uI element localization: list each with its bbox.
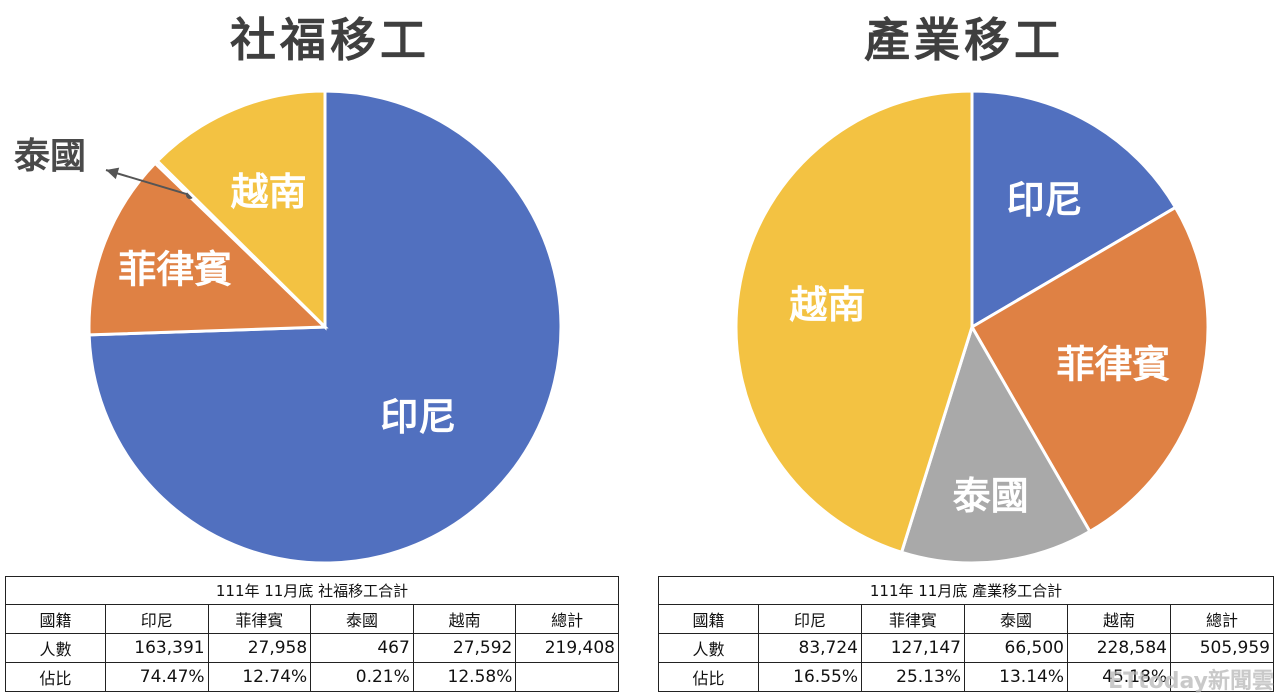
table-cell: 27,958	[207, 633, 312, 663]
header-cell: 印尼	[758, 604, 862, 634]
table-caption: 111年 11月底 社福移工合計	[5, 576, 619, 605]
chart-title-social-welfare: 社福移工	[230, 13, 430, 67]
table-row-share: 佔比 16.55% 25.13% 13.14% 45.18%	[658, 662, 1274, 692]
table-cell: 16.55%	[758, 662, 862, 692]
table-cell	[1170, 662, 1274, 692]
slice-label-0-1: 菲律賓	[118, 247, 232, 291]
table-cell: 13.14%	[964, 662, 1068, 692]
callout-line	[105, 169, 191, 196]
table-header-row: 國籍 印尼 菲律賓 泰國 越南 總計	[658, 604, 1274, 634]
callout-label: 泰國	[14, 136, 86, 177]
header-cell: 泰國	[964, 604, 1068, 634]
header-cell: 國籍	[658, 604, 759, 634]
table-cell: 12.74%	[207, 662, 312, 692]
pie-slice-1-1	[969, 205, 1210, 534]
industrial-summary-table: 111年 11月底 產業移工合計 國籍 印尼 菲律賓 泰國 越南 總計 人數 8…	[658, 576, 1274, 692]
table-cell: 83,724	[758, 633, 862, 663]
header-cell: 越南	[412, 604, 517, 634]
social-welfare-summary-table: 111年 11月底 社福移工合計 國籍 印尼 菲律賓 泰國 越南 總計 人數 1…	[5, 576, 619, 692]
pie-slice-0-1	[87, 161, 329, 337]
header-cell: 印尼	[105, 604, 209, 634]
table-row-count: 人數 83,724 127,147 66,500 228,584 505,959	[658, 633, 1274, 663]
header-cell: 菲律賓	[207, 604, 312, 634]
slice-label-1-1: 菲律賓	[1056, 342, 1170, 386]
header-cell: 越南	[1067, 604, 1171, 634]
slice-label-1-2: 泰國	[953, 474, 1029, 518]
table-cell: 228,584	[1067, 633, 1171, 663]
table-cell: 12.58%	[412, 662, 517, 692]
pie-slice-1-2	[899, 323, 1092, 565]
slice-label-1-0: 印尼	[1007, 178, 1083, 222]
table-caption-row: 111年 11月底 產業移工合計	[658, 576, 1274, 605]
header-cell: 泰國	[310, 604, 414, 634]
table-cell: 0.21%	[310, 662, 414, 692]
table-cell: 74.47%	[105, 662, 209, 692]
table-cell: 127,147	[861, 633, 965, 663]
table-cell: 219,408	[515, 633, 619, 663]
row-label: 佔比	[5, 662, 106, 692]
table-row-count: 人數 163,391 27,958 467 27,592 219,408	[5, 633, 619, 663]
row-label: 人數	[5, 633, 106, 663]
table-cell: 66,500	[964, 633, 1068, 663]
table-cell	[515, 662, 619, 692]
table-cell: 45.18%	[1067, 662, 1171, 692]
slice-label-0-0: 印尼	[380, 395, 456, 439]
slice-label-0-3: 越南	[231, 170, 307, 214]
pie-slice-1-0	[970, 89, 1178, 330]
table-header-row: 國籍 印尼 菲律賓 泰國 越南 總計	[5, 604, 619, 634]
table-cell: 505,959	[1170, 633, 1274, 663]
callout-arrowhead	[106, 167, 120, 180]
row-label: 人數	[658, 633, 759, 663]
watermark-logo: ETtoday新聞雲	[1108, 669, 1274, 694]
pie-slice-1-3	[734, 89, 974, 555]
chart-title-industrial: 產業移工	[864, 13, 1064, 67]
header-cell: 總計	[515, 604, 619, 634]
table-cell: 467	[310, 633, 414, 663]
header-cell: 總計	[1170, 604, 1274, 634]
header-cell: 菲律賓	[861, 604, 965, 634]
row-label: 佔比	[658, 662, 759, 692]
header-cell: 國籍	[5, 604, 106, 634]
table-caption: 111年 11月底 產業移工合計	[658, 576, 1274, 605]
table-cell: 25.13%	[861, 662, 965, 692]
table-cell: 163,391	[105, 633, 209, 663]
table-row-share: 佔比 74.47% 12.74% 0.21% 12.58%	[5, 662, 619, 692]
table-cell: 27,592	[412, 633, 517, 663]
table-caption-row: 111年 11月底 社福移工合計	[5, 576, 619, 605]
pie-slice-0-3	[155, 89, 327, 331]
slice-label-1-3: 越南	[789, 283, 865, 327]
